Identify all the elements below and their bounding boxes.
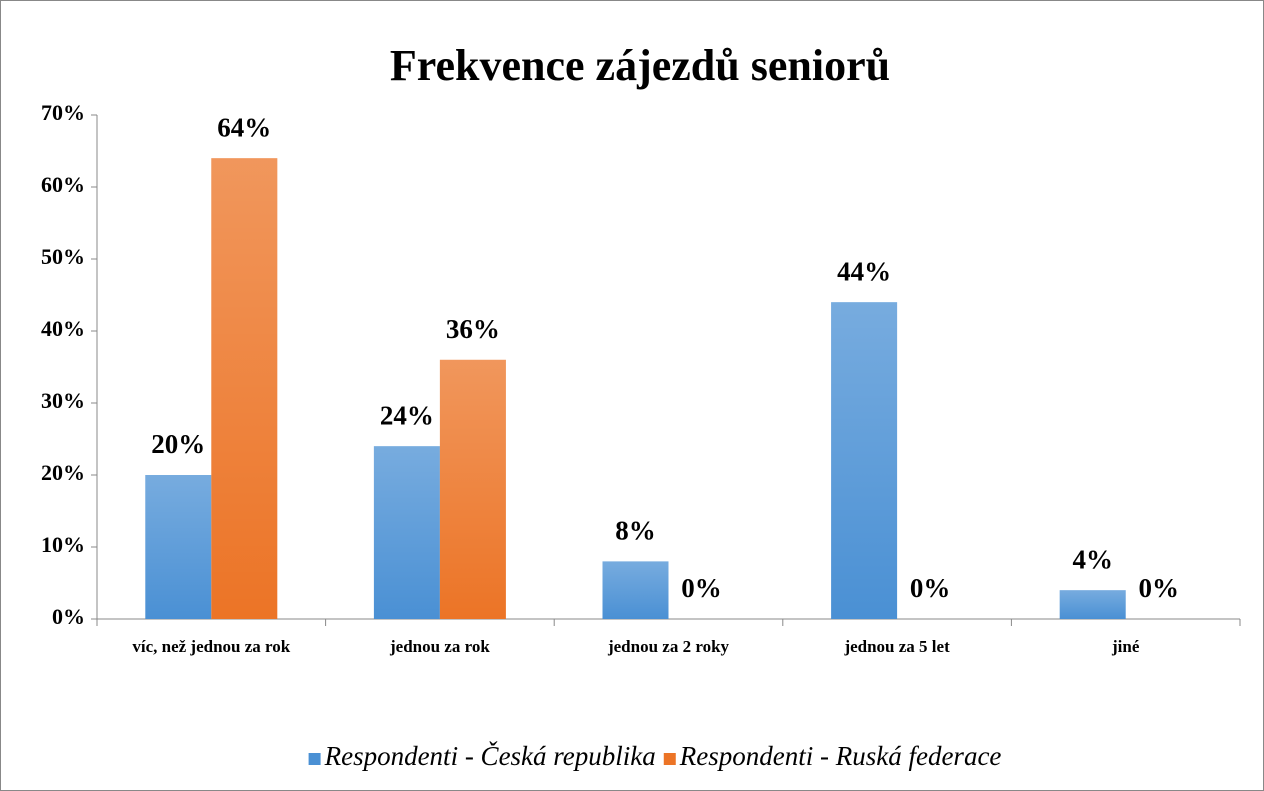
legend-swatch	[663, 753, 676, 765]
y-tick-label: 0%	[52, 604, 85, 629]
bar-shine	[602, 561, 669, 619]
legend-label: Respondenti - Ruská federace	[679, 741, 1002, 771]
value-label: 36%	[446, 314, 500, 344]
y-tick-label: 50%	[41, 244, 85, 269]
value-label: 44%	[837, 256, 891, 286]
x-tick-label: víc, než jednou za rok	[132, 637, 290, 656]
chart-title: Frekvence zájezdů seniorů	[390, 41, 890, 90]
y-tick-label: 30%	[41, 388, 85, 413]
y-tick-label: 20%	[41, 460, 85, 485]
bar-shine	[373, 446, 440, 619]
legend-swatch	[308, 753, 321, 765]
y-tick-label: 40%	[41, 316, 85, 341]
y-tick-label: 10%	[41, 532, 85, 557]
bar-shine	[145, 475, 212, 619]
x-tick-label: jednou za rok	[389, 637, 490, 656]
y-tick-label: 70%	[41, 100, 85, 125]
x-tick-label: jiné	[1111, 637, 1140, 656]
bar-shine	[831, 302, 898, 619]
value-label: 0%	[1138, 573, 1179, 603]
value-label: 64%	[217, 112, 271, 142]
x-tick-label: jednou za 2 roky	[607, 637, 730, 656]
value-label: 24%	[380, 400, 434, 430]
bar-shine	[439, 359, 506, 619]
x-tick-label: jednou za 5 let	[843, 637, 950, 656]
value-label: 0%	[681, 573, 722, 603]
y-tick-label: 60%	[41, 172, 85, 197]
bar-shine	[211, 158, 278, 619]
value-label: 4%	[1072, 544, 1113, 574]
value-label: 0%	[910, 573, 951, 603]
value-label: 20%	[151, 429, 205, 459]
value-label: 8%	[615, 516, 656, 546]
bar-shine	[1059, 590, 1126, 619]
legend-label: Respondenti - Česká republika	[324, 741, 656, 771]
